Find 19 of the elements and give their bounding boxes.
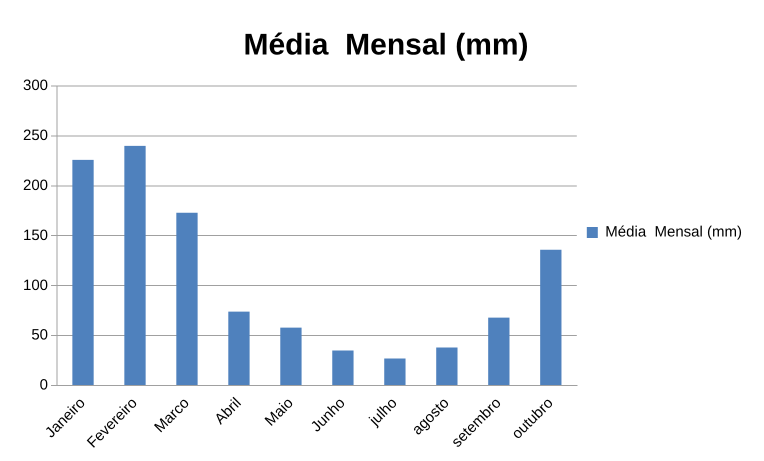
bar: [124, 146, 146, 385]
y-tick-label: 50: [31, 326, 48, 344]
y-tick-label: 0: [40, 376, 48, 394]
bar: [384, 358, 406, 385]
y-tick-label: 300: [22, 77, 48, 94]
y-tick-label: 100: [22, 276, 48, 294]
y-tick-label: 200: [22, 176, 48, 194]
bar: [176, 212, 198, 385]
bar: [540, 250, 562, 385]
bar: [72, 160, 94, 385]
y-tick-label: 150: [22, 226, 48, 244]
bar: [332, 350, 354, 385]
y-tick-label: 250: [22, 127, 48, 144]
bar: [280, 328, 302, 385]
legend-label: Média Mensal (mm): [605, 224, 742, 241]
bar: [436, 348, 458, 385]
bar: [228, 312, 250, 385]
chart-title: Média Mensal (mm): [243, 28, 529, 62]
bar: [488, 318, 510, 385]
